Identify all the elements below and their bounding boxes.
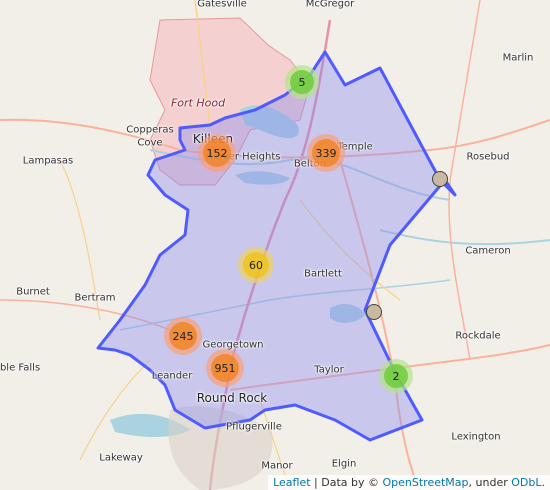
place-label-harker: Harker Heights	[205, 151, 281, 163]
place-label-georgetown: Georgetown	[202, 339, 264, 351]
place-label-taylor: Taylor	[314, 364, 344, 376]
river	[379, 229, 550, 246]
fort-hood-area	[149, 17, 311, 186]
place-label-marlin: Marlin	[502, 52, 534, 64]
place-label-rockdale: Rockdale	[455, 330, 501, 342]
cluster-marker[interactable]: 5	[285, 65, 319, 99]
place-label-lexington: Lexington	[451, 431, 501, 443]
road	[299, 199, 401, 301]
place-label-manor: Manor	[261, 460, 293, 472]
highway	[0, 299, 171, 331]
stillhouse-lake	[235, 171, 290, 185]
granger-lake	[330, 304, 365, 323]
place-label-temple: Temple	[337, 141, 373, 153]
place-label-elgin: Elgin	[331, 458, 357, 470]
place-label-pflugerville: Pflugerville	[226, 421, 282, 433]
road	[194, 0, 211, 131]
cluster-count: 339	[312, 139, 340, 167]
belton-lake	[240, 105, 300, 139]
cluster-marker[interactable]: 339	[307, 134, 345, 172]
cluster-marker[interactable]: 245	[164, 317, 202, 355]
place-label-rosebud: Rosebud	[466, 151, 510, 163]
cluster-count: 951	[211, 354, 239, 382]
place-label-lampasas: Lampasas	[22, 155, 74, 167]
odbl-link[interactable]: ODbL	[511, 476, 542, 489]
place-label-mcgregor: McGregor	[305, 0, 355, 10]
location-marker[interactable]	[432, 171, 448, 187]
highway	[448, 0, 481, 361]
place-label-forthood: Fort Hood	[170, 96, 226, 110]
cluster-marker[interactable]: 152	[198, 134, 236, 172]
cluster-count: 152	[203, 139, 231, 167]
attribution-separator: | Data by ©	[310, 476, 383, 489]
attribution-period: .	[541, 476, 546, 489]
highway	[229, 344, 550, 391]
highway	[0, 118, 550, 159]
map-attribution: Leaflet | Data by © OpenStreetMap, under…	[268, 475, 550, 490]
road	[79, 359, 151, 461]
cluster-count: 60	[243, 252, 269, 278]
place-label-roundrock: Round Rock	[196, 391, 268, 405]
location-marker[interactable]	[366, 304, 382, 320]
place-label-lakeway: Lakeway	[99, 452, 143, 464]
cluster-marker[interactable]: 60	[238, 247, 274, 283]
river	[119, 279, 451, 331]
place-label-bartlett: Bartlett	[304, 268, 342, 280]
place-label-gatesville: Gatesville	[197, 0, 247, 10]
cluster-count: 5	[290, 70, 314, 94]
place-label-burnet: Burnet	[16, 286, 50, 298]
place-label-copperas2: Cove	[137, 137, 163, 149]
attribution-separator: , under	[468, 476, 512, 489]
place-label-marble: rble Falls	[0, 362, 41, 374]
cluster-marker[interactable]: 2	[379, 359, 413, 393]
cluster-count: 245	[169, 322, 197, 350]
cluster-count: 2	[384, 364, 408, 388]
urban-area	[168, 406, 273, 490]
leaflet-link[interactable]: Leaflet	[273, 476, 311, 489]
place-label-bertram: Bertram	[74, 292, 116, 304]
place-label-leander: Leander	[151, 370, 193, 382]
highway	[339, 159, 421, 490]
cluster-marker[interactable]: 951	[206, 349, 244, 387]
openstreetmap-link[interactable]: OpenStreetMap	[382, 476, 469, 489]
road	[59, 159, 101, 321]
place-label-cameron: Cameron	[465, 245, 511, 257]
river	[149, 149, 451, 201]
place-label-copperas1: Copperas	[126, 124, 174, 136]
